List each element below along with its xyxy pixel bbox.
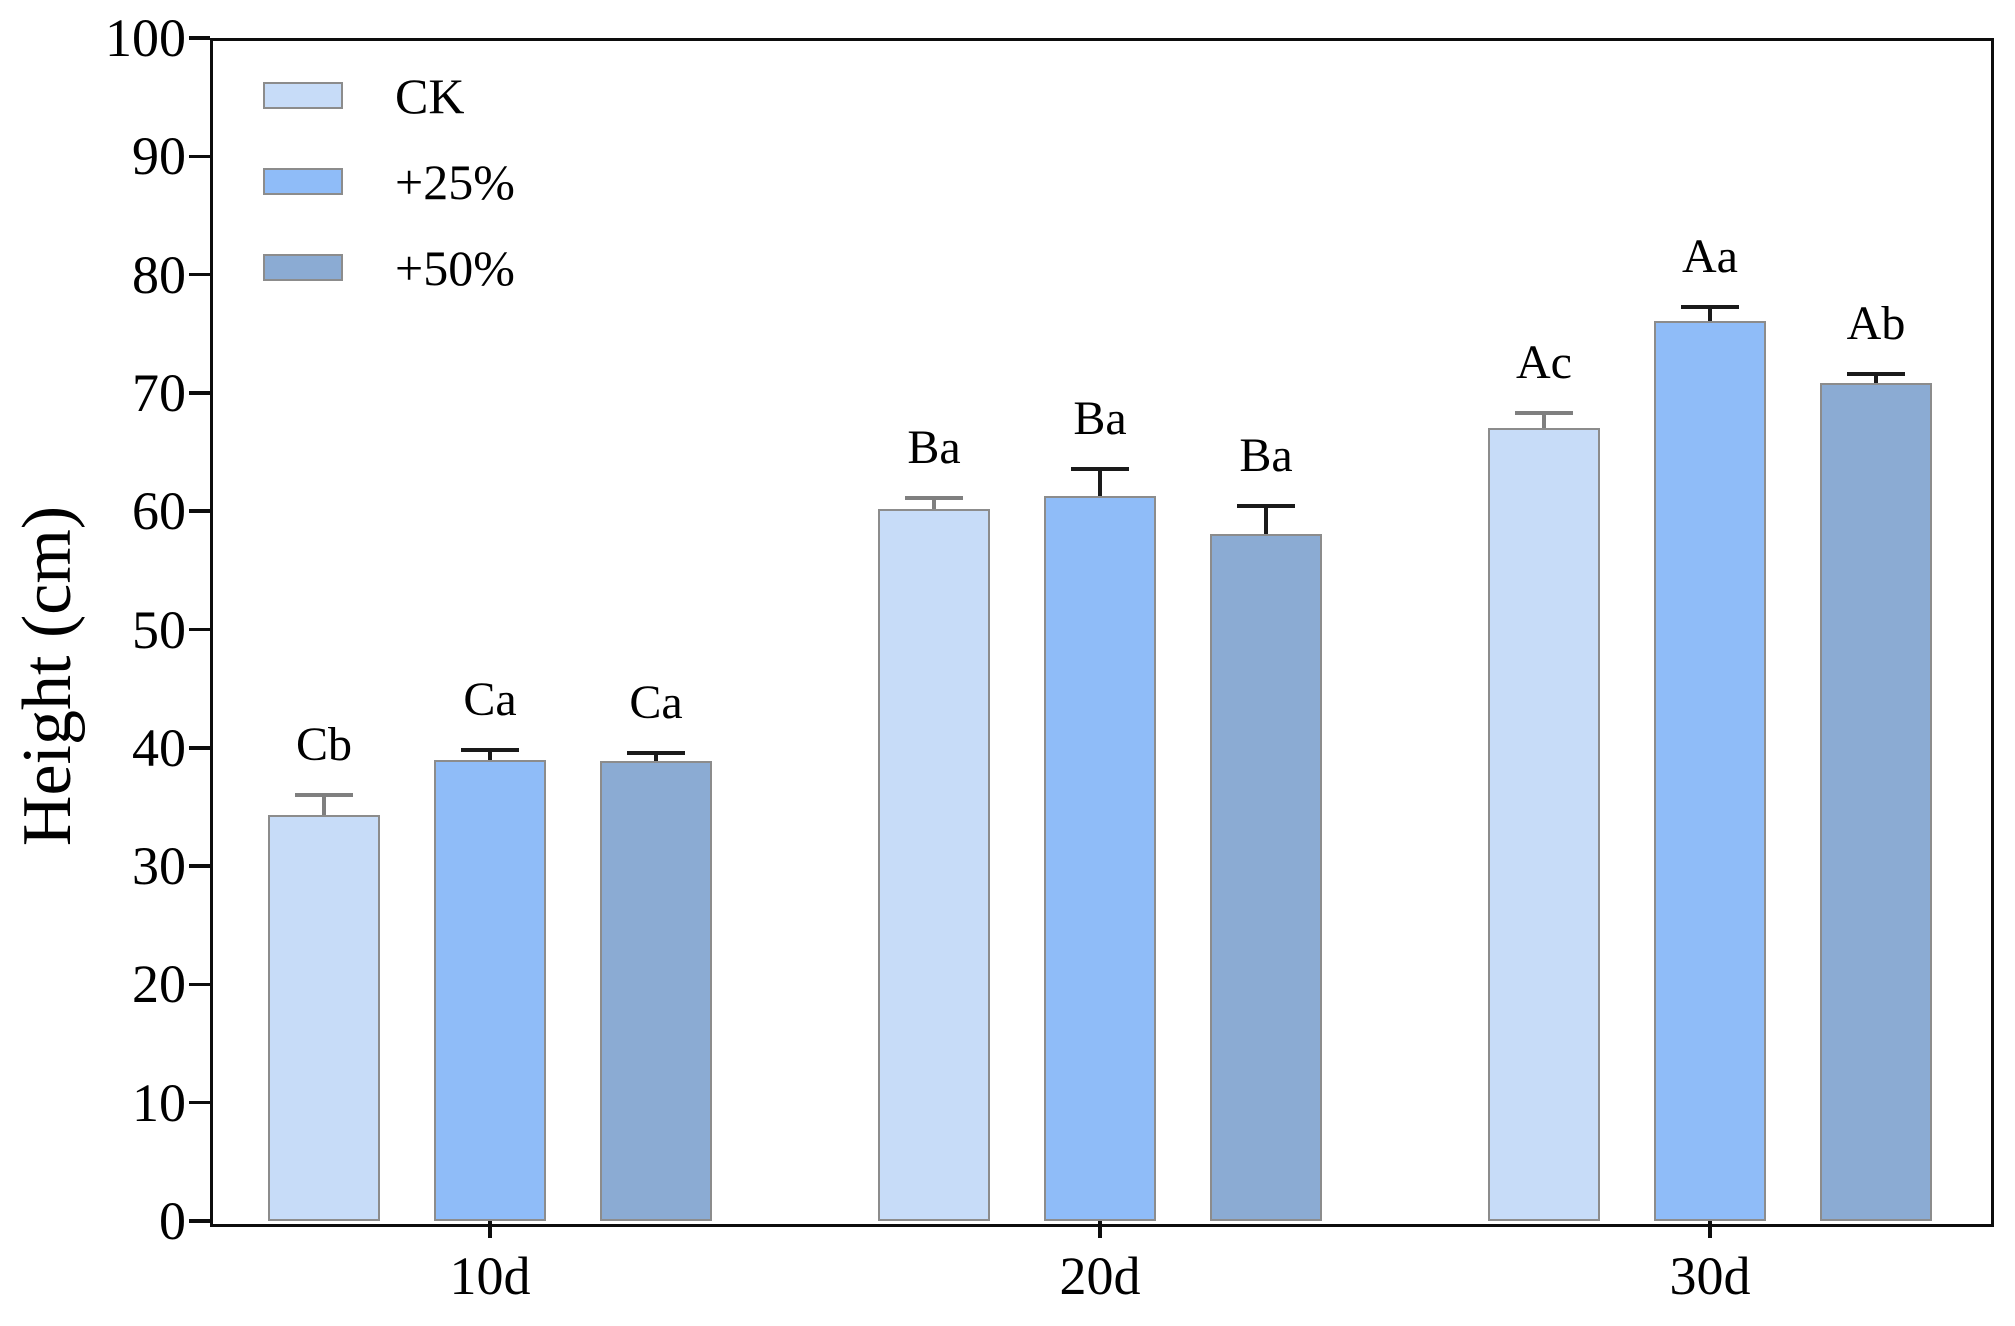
sig-letter: Ba <box>907 421 961 475</box>
sig-letter: Aa <box>1682 229 1738 283</box>
y-tick-label: 70 <box>132 362 186 423</box>
y-tick <box>189 272 210 277</box>
y-tick-label: 50 <box>132 599 186 660</box>
legend-label: +25% <box>395 153 515 210</box>
error-bar-cap <box>1071 466 1129 471</box>
y-tick-label: 10 <box>132 1072 186 1133</box>
y-tick <box>189 36 210 40</box>
sig-letter: Ca <box>463 673 517 727</box>
sig-letter: Ab <box>1846 296 1906 350</box>
x-tick <box>1098 1221 1102 1238</box>
bar-+50%-30d <box>1820 383 1932 1221</box>
y-tick <box>189 982 210 987</box>
y-tick-label: 20 <box>132 954 186 1015</box>
y-tick-label: 30 <box>132 836 186 897</box>
error-bar-stem <box>322 795 326 816</box>
x-tick <box>1708 1221 1712 1238</box>
legend-label: +50% <box>395 239 515 296</box>
error-bar-stem <box>1264 506 1268 534</box>
bar-CK-20d <box>878 508 990 1221</box>
y-tick <box>189 391 210 395</box>
y-tick-label: 0 <box>159 1191 186 1251</box>
x-tick-label: 20d <box>1059 1246 1141 1306</box>
bar-+25%-20d <box>1044 495 1156 1221</box>
sig-letter: Ca <box>629 675 683 729</box>
bar-+50%-10d <box>600 760 712 1221</box>
x-tick-label: 10d <box>449 1246 531 1306</box>
error-bar-cap <box>1681 304 1739 309</box>
y-axis-title: Height (cm) <box>9 505 86 847</box>
legend-swatch-CK <box>263 82 343 109</box>
bar-+50%-20d <box>1210 533 1322 1221</box>
x-tick-label: 30d <box>1669 1246 1751 1306</box>
bar-CK-30d <box>1488 428 1600 1221</box>
y-tick <box>189 1219 210 1223</box>
sig-letter: Ba <box>1073 391 1127 445</box>
y-tick <box>189 627 210 632</box>
y-tick-label: 60 <box>132 481 186 542</box>
error-bar-stem <box>1874 373 1878 384</box>
x-tick <box>488 1221 492 1238</box>
y-tick-label: 80 <box>132 244 186 305</box>
error-bar-cap <box>1515 411 1573 415</box>
error-bar-cap <box>1847 371 1905 376</box>
sig-letter: Ac <box>1516 336 1572 389</box>
legend-swatch-+50% <box>263 254 343 281</box>
error-bar-stem <box>654 752 658 761</box>
y-tick <box>189 509 210 513</box>
y-tick-label: 40 <box>132 717 186 778</box>
legend-label: CK <box>395 67 465 124</box>
y-tick <box>189 746 210 750</box>
sig-letter: Cb <box>295 718 353 772</box>
error-bar-cap <box>295 793 353 798</box>
y-tick <box>189 1100 210 1105</box>
error-bar-cap <box>461 748 519 753</box>
bar-+25%-10d <box>434 759 546 1221</box>
error-bar-stem <box>1098 468 1102 496</box>
error-bar-cap <box>627 750 685 755</box>
y-tick <box>189 154 210 159</box>
y-tick <box>189 864 210 868</box>
y-tick-label: 100 <box>105 8 186 68</box>
error-bar-stem <box>488 750 492 760</box>
error-bar-cap <box>1237 504 1295 509</box>
y-tick-label: 90 <box>132 126 186 187</box>
legend-swatch-+25% <box>263 168 343 195</box>
error-bar-cap <box>905 496 963 501</box>
bar-CK-10d <box>268 815 380 1221</box>
error-bar-stem <box>1708 306 1712 321</box>
sig-letter: Ba <box>1239 429 1293 483</box>
error-bar-stem <box>1542 413 1546 429</box>
bar-+25%-30d <box>1654 320 1766 1221</box>
error-bar-stem <box>932 498 936 509</box>
